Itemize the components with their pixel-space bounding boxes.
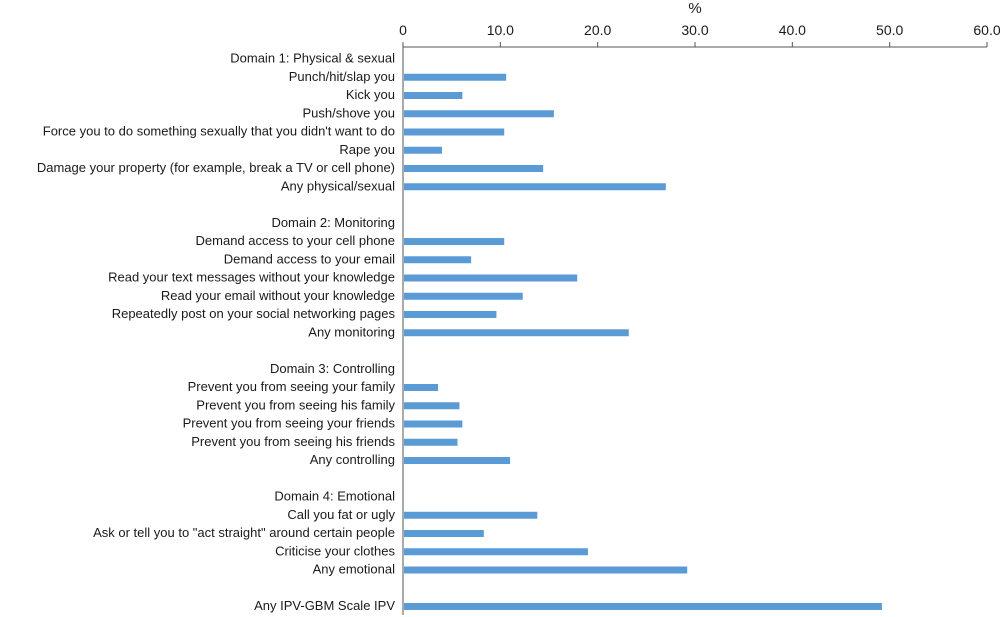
bar: [404, 292, 523, 300]
bar: [404, 438, 458, 446]
bar: [404, 603, 882, 610]
bar: [404, 73, 507, 81]
x-tick-label: 0: [399, 22, 407, 38]
bar: [404, 165, 544, 172]
category-label: Push/shove you: [302, 105, 395, 120]
bar: [404, 384, 439, 391]
x-tick-label: 50.0: [876, 22, 903, 38]
bar: [404, 566, 688, 574]
category-label: Punch/hit/slap you: [289, 69, 395, 84]
domain-header: Domain 4: Emotional: [274, 489, 395, 504]
x-tick-label: 60.0: [973, 22, 1000, 38]
x-axis-title: %: [688, 0, 701, 17]
domain-header: Domain 1: Physical & sexual: [230, 51, 395, 66]
category-label: Prevent you from seeing his family: [196, 397, 395, 412]
category-label: Read your email without your knowledge: [161, 288, 395, 303]
category-label: Demand access to your email: [224, 251, 395, 266]
bar: [404, 457, 511, 464]
category-label: Any physical/sexual: [281, 178, 395, 193]
category-label: Damage your property (for example, break…: [37, 160, 395, 175]
bar: [404, 110, 554, 118]
bar: [404, 530, 484, 537]
domain-header: Domain 3: Controlling: [270, 361, 395, 376]
x-tick-label: 40.0: [779, 22, 806, 38]
category-label: Rape you: [339, 142, 395, 157]
x-axis-ticks: 0 10.0 20.0 30.0 40.0 50.0 60.0: [399, 22, 1000, 47]
category-label: Ask or tell you to "act straight" around…: [93, 525, 395, 540]
bar: [404, 183, 666, 191]
category-label: Any IPV-GBM Scale IPV: [254, 598, 395, 613]
category-label: Any emotional: [313, 562, 395, 577]
bar: [404, 146, 442, 154]
bar: [404, 402, 460, 410]
category-label: Prevent you from seeing his friends: [191, 434, 395, 449]
domain-header: Domain 2: Monitoring: [271, 215, 395, 230]
bar: [404, 420, 463, 428]
category-label: Kick you: [346, 87, 395, 102]
chart-rows: Domain 1: Physical & sexual Punch/hit/sla…: [37, 51, 882, 613]
bar: [404, 311, 497, 318]
bar: [404, 329, 629, 337]
bar: [404, 548, 588, 556]
category-label: Prevent you from seeing your friends: [183, 416, 396, 431]
category-label: Any monitoring: [308, 324, 395, 339]
category-label: Call you fat or ugly: [287, 507, 395, 522]
x-tick-label: 10.0: [487, 22, 514, 38]
bar: [404, 274, 578, 282]
bar: [404, 92, 463, 99]
category-label: Repeatedly post on your social networkin…: [112, 306, 396, 321]
x-tick-label: 30.0: [681, 22, 708, 38]
bar: [404, 238, 505, 245]
category-label: Prevent you from seeing your family: [188, 379, 396, 394]
category-label: Demand access to your cell phone: [196, 233, 395, 248]
category-label: Criticise your clothes: [275, 543, 395, 558]
x-tick-label: 20.0: [584, 22, 611, 38]
category-label: Force you to do something sexually that …: [43, 124, 395, 139]
category-label: Read your text messages without your kno…: [108, 270, 395, 285]
bar: [404, 256, 472, 264]
category-label: Any controlling: [310, 452, 395, 467]
bar: [404, 128, 505, 136]
bar: [404, 511, 538, 519]
